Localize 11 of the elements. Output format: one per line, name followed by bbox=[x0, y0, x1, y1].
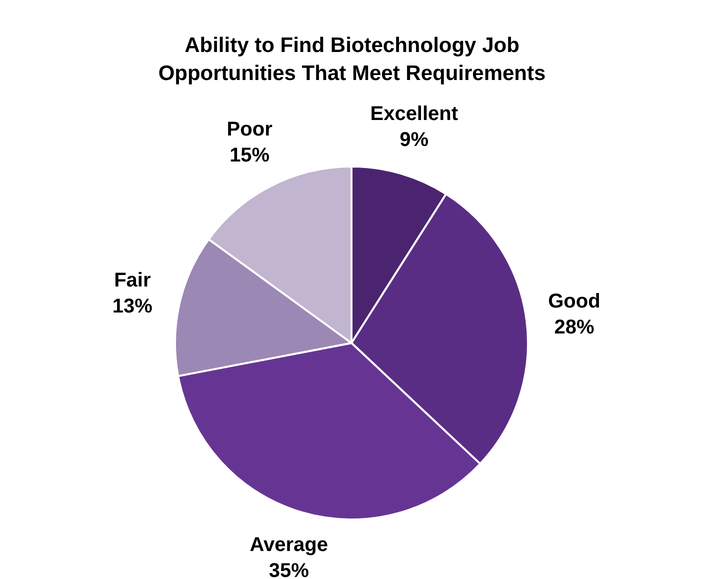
slice-label: Fair bbox=[114, 270, 151, 292]
data-label: 28% bbox=[554, 316, 594, 338]
slice-label: Good bbox=[548, 290, 600, 312]
slice-label: Average bbox=[250, 534, 328, 556]
data-label: 15% bbox=[230, 144, 270, 166]
data-label: 9% bbox=[400, 128, 429, 151]
data-label: 13% bbox=[112, 296, 153, 318]
chart-title: Ability to Find Biotechnology Job Opportunities That Meet Requirements bbox=[158, 34, 546, 85]
slice-label: Poor bbox=[226, 118, 273, 140]
data-label: 35% bbox=[268, 560, 310, 579]
slice-label: Excellent bbox=[370, 102, 458, 125]
